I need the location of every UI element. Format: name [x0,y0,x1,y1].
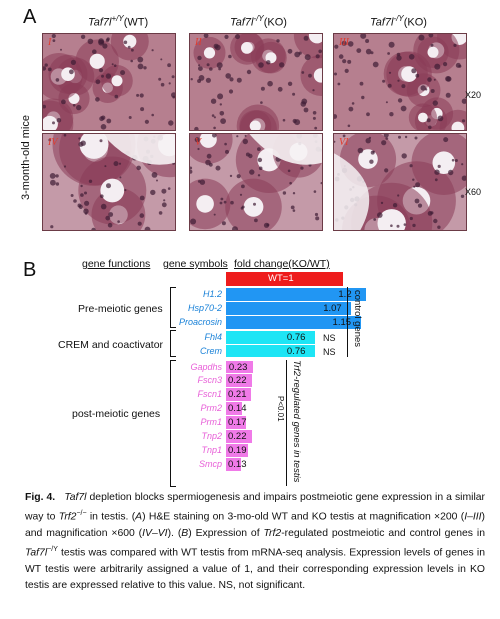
bar-gapdhs [226,360,253,374]
p-value-label: P<0.01 [276,396,285,422]
tile-label-5: V [195,137,202,148]
bracket-crem [170,330,171,357]
control-genes-bracket [347,287,348,357]
ns-label-fhl4: NS [323,333,336,343]
bar-value-proacrosin: 1.15 [332,316,352,328]
group-label-pre-meiotic: Pre-meiotic genes [78,303,163,315]
tile-label-4: IV [48,137,58,148]
wt-reference-label: WT=1 [268,273,294,284]
micrograph-tile-4: IV [42,133,176,231]
tile-label-6: VI [339,137,349,148]
gene-label-crem: Crem [200,345,222,356]
micrograph-tile-2: II [189,33,323,131]
bar-prm2 [226,402,243,416]
micrograph-tile-5: V [189,133,323,231]
column-header-ko-1: Taf7l-/Y(KO) [230,14,287,29]
bar-value-fhl4: 0.76 [286,331,306,343]
tile-label-1: I [48,37,52,48]
tile-label-2: II [195,37,202,48]
bar-value-fscn3: 0.22 [228,375,247,387]
gene-label-fscn1: Fscn1 [197,389,222,400]
bar-tnp1 [226,443,249,457]
micrograph-tile-1: I [42,33,176,131]
bar-proacrosin [226,315,361,329]
micrograph-tile-3: III [333,33,467,131]
bar-crem [226,344,315,358]
magnification-bottom: X60 [465,187,482,197]
gene-label-tnp2: Tnp2 [201,431,222,441]
ns-label-crem: NS [323,347,336,357]
trf2-genes-label: Trf2-regulated genes in testis [291,360,302,483]
micrograph-tile-6: VI [333,133,467,231]
bar-value-crem: 0.76 [286,345,306,357]
bar-value-fscn1: 0.21 [228,389,247,401]
trf2-genes-bracket [286,360,287,486]
figure-caption: Fig. 4. Taf7l depletion blocks spermioge… [25,492,485,592]
bar-value-h1-2: 1.2 [338,289,352,300]
gene-label-gapdhs: Gapdhs [190,361,222,372]
bar-prm1 [226,416,246,429]
bar-value-gapdhs: 0.23 [228,361,248,373]
gene-label-fhl4: Fhl4 [204,331,222,342]
bar-fscn3 [226,374,252,388]
wt-reference-bar [226,272,343,286]
row-label: 3-month-old mice [20,115,32,200]
bar-h1-2 [226,288,367,301]
header-fold-change: fold change(KO/WT) [234,258,330,270]
bar-value-prm2: 0.14 [228,403,247,415]
gene-label-prm1: Prm1 [200,417,222,428]
bar-hsp70-2 [226,301,352,315]
bracket-post-meiotic [170,360,171,486]
header-gene-symbols: gene symbols [163,258,228,270]
control-genes-label: control genes [352,290,363,348]
bar-value-hsp70-2: 1.07 [323,302,342,314]
group-label-post-meiotic: post-meiotic genes [72,408,161,420]
gene-label-proacrosin: Proacrosin [178,316,222,327]
bar-value-smcp: 0.13 [228,458,247,470]
gene-label-hsp70-2: Hsp70-2 [187,302,222,313]
bar-value-tnp2: 0.22 [228,431,247,442]
panel-a-letter: A [23,6,37,28]
column-header-wt: Taf7l+/Y(WT) [88,14,149,29]
bar-value-tnp1: 0.19 [228,444,247,456]
bar-tnp2 [226,430,252,443]
bar-fhl4 [226,330,315,344]
tile-label-3: III [339,37,349,48]
column-header-ko-2: Taf7l-/Y(KO) [370,14,427,29]
magnification-top: X20 [465,90,482,100]
bar-fscn1 [226,388,251,402]
gene-label-smcp: Smcp [198,458,222,469]
group-label-crem: CREM and coactivator [58,339,164,351]
bar-smcp [226,457,242,471]
panel-b-letter: B [23,259,37,281]
header-gene-functions: gene functions [82,258,151,270]
gene-label-prm2: Prm2 [200,403,222,414]
bar-value-prm1: 0.17 [228,417,247,429]
gene-label-tnp1: Tnp1 [201,444,222,455]
gene-label-fscn3: Fscn3 [197,375,222,386]
gene-label-h1-2: H1.2 [202,289,222,299]
bracket-pre-meiotic [170,287,171,328]
